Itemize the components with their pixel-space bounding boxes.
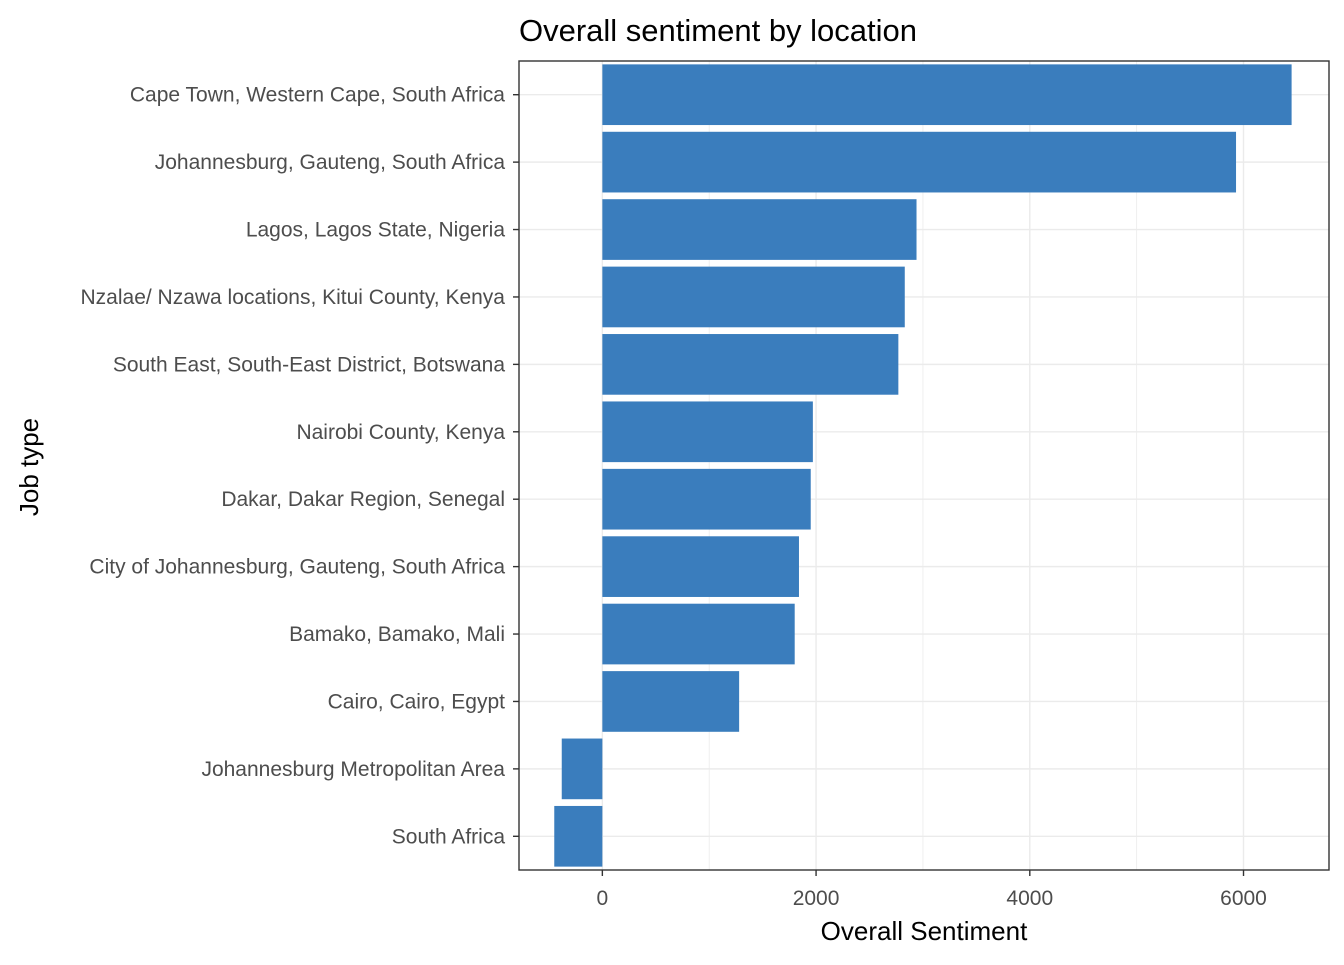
bar xyxy=(602,266,905,328)
y-tick-label: Bamako, Bamako, Mali xyxy=(289,623,505,646)
y-axis-ticks: Cape Town, Western Cape, South Africa Joh… xyxy=(81,84,519,848)
bar xyxy=(602,64,1292,126)
bar xyxy=(602,603,795,665)
y-tick-label: Cairo, Cairo, Egypt xyxy=(328,690,506,713)
bars xyxy=(554,64,1292,867)
bar xyxy=(561,738,603,800)
x-tick-label: 0 xyxy=(597,887,609,910)
y-tick-label: City of Johannesburg, Gauteng, South Afr… xyxy=(89,556,505,579)
y-tick-label: South East, South-East District, Botswan… xyxy=(113,353,506,376)
y-tick-label: Lagos, Lagos State, Nigeria xyxy=(246,219,505,242)
y-tick-label: Nairobi County, Kenya xyxy=(296,421,505,444)
x-tick-label: 4000 xyxy=(1006,887,1053,910)
chart-title: Overall sentiment by location xyxy=(519,13,917,48)
bar xyxy=(602,401,813,463)
bar xyxy=(602,131,1237,193)
bar xyxy=(602,536,799,597)
y-axis-title: Job type xyxy=(14,418,44,516)
y-tick-label: Johannesburg, Gauteng, South Africa xyxy=(155,151,506,174)
bar xyxy=(554,805,603,867)
bar xyxy=(602,671,740,732)
y-tick-label: Cape Town, Western Cape, South Africa xyxy=(130,84,505,107)
bar xyxy=(602,468,811,530)
y-tick-label: Johannesburg Metropolitan Area xyxy=(201,758,505,781)
x-tick-label: 2000 xyxy=(793,887,840,910)
bar xyxy=(602,199,917,260)
y-tick-label: South Africa xyxy=(392,825,506,848)
x-axis-ticks: 0 2000 4000 6000 xyxy=(597,870,1267,910)
bar xyxy=(602,334,899,395)
x-tick-label: 6000 xyxy=(1220,887,1267,910)
y-tick-label: Nzalae/ Nzawa locations, Kitui County, K… xyxy=(81,286,506,309)
y-tick-label: Dakar, Dakar Region, Senegal xyxy=(221,488,505,511)
panel-border xyxy=(518,60,1330,871)
x-axis-title: Overall Sentiment xyxy=(821,916,1028,946)
